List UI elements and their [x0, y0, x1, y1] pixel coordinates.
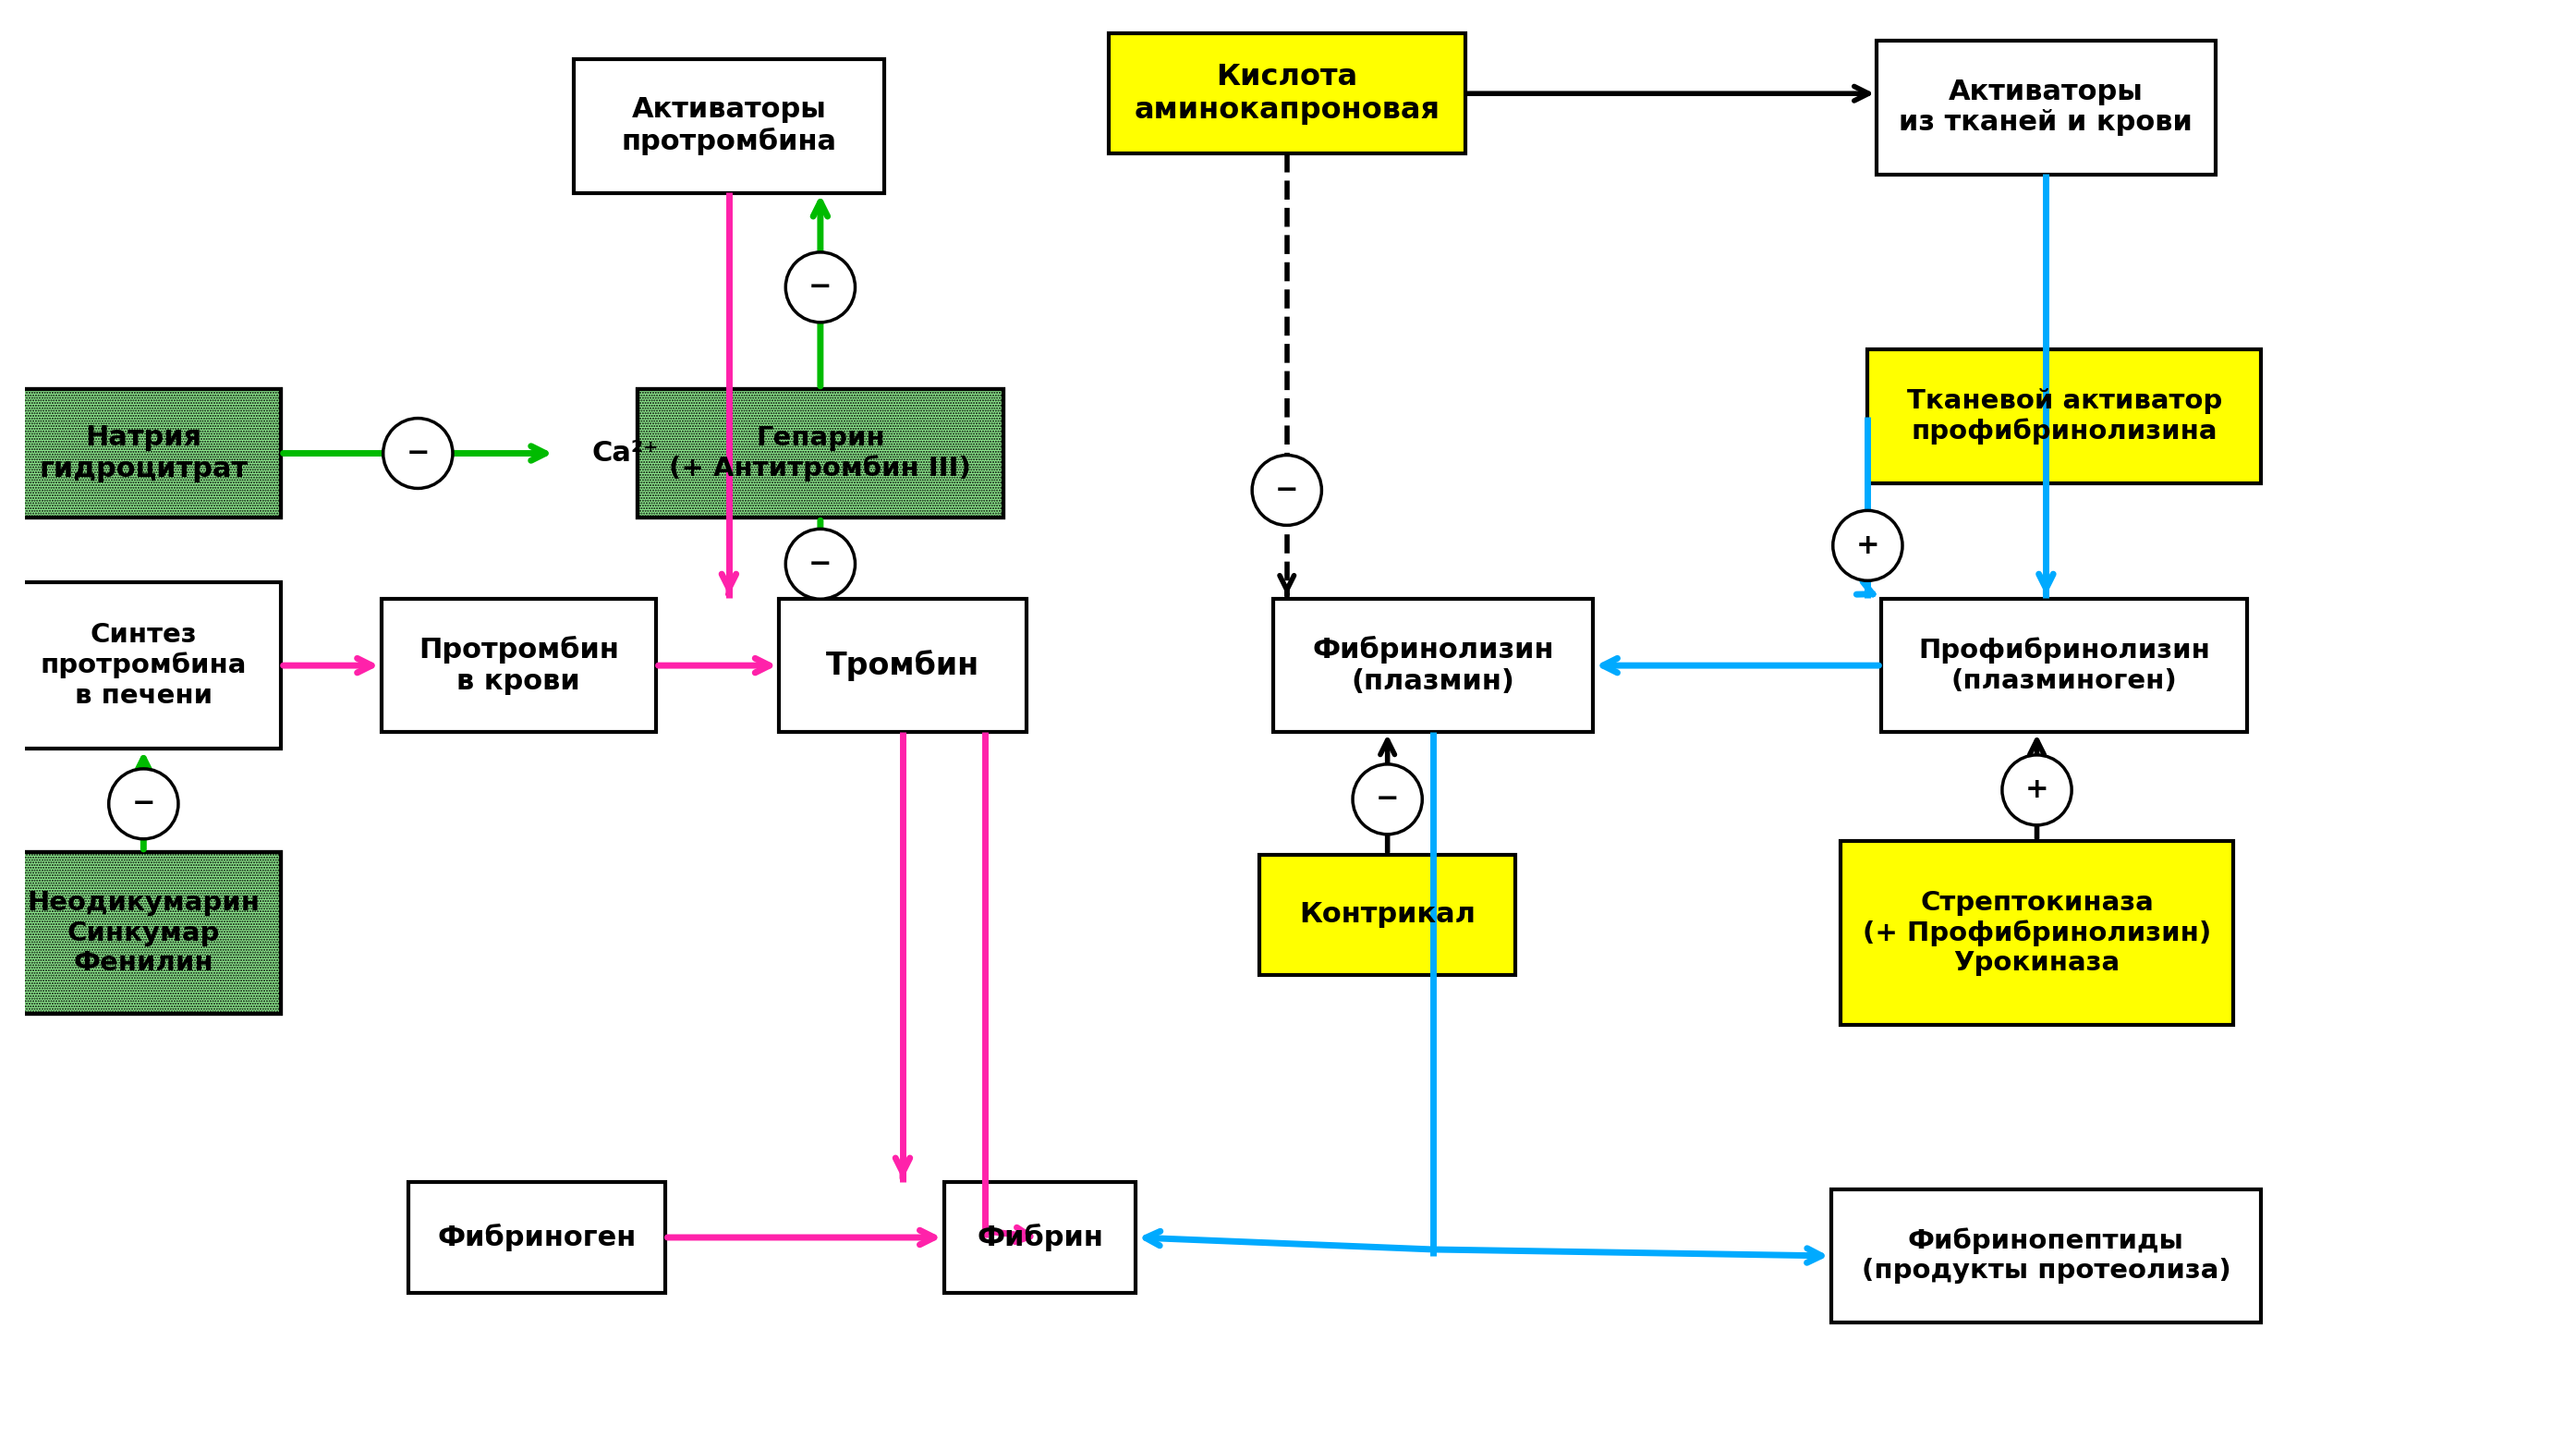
Circle shape — [1352, 764, 1422, 834]
Circle shape — [786, 252, 855, 322]
Text: Кислота
аминокапроновая: Кислота аминокапроновая — [1133, 63, 1440, 125]
Text: Фибринопептиды
(продукты протеолиза): Фибринопептиды (продукты протеолиза) — [1862, 1228, 2231, 1284]
FancyBboxPatch shape — [1273, 598, 1595, 732]
Text: Неодикумарин
Синкумар
Фенилин: Неодикумарин Синкумар Фенилин — [28, 890, 260, 976]
Text: Тромбин: Тромбин — [827, 650, 979, 682]
Text: Фибриноген: Фибриноген — [438, 1224, 636, 1251]
Text: Синтез
протромбина
в печени: Синтез протромбина в печени — [41, 623, 247, 709]
Text: Фибринолизин
(плазмин): Фибринолизин (плазмин) — [1311, 636, 1553, 695]
Text: −: − — [131, 791, 155, 817]
FancyBboxPatch shape — [5, 853, 281, 1014]
Text: Протромбин
в крови: Протромбин в крови — [417, 636, 618, 695]
FancyBboxPatch shape — [381, 598, 657, 732]
Text: Фибрин: Фибрин — [976, 1224, 1103, 1251]
Text: −: − — [1275, 477, 1298, 503]
FancyBboxPatch shape — [1880, 598, 2246, 732]
Text: Гепарин
(+ Антитромбин III): Гепарин (+ Антитромбин III) — [670, 426, 971, 482]
Circle shape — [1834, 510, 1904, 581]
Text: Активаторы
протромбина: Активаторы протромбина — [621, 96, 837, 155]
Circle shape — [108, 769, 178, 838]
FancyBboxPatch shape — [1839, 841, 2233, 1025]
FancyBboxPatch shape — [574, 59, 884, 193]
Text: Контрикал: Контрикал — [1298, 902, 1476, 928]
Circle shape — [2002, 755, 2071, 825]
Text: −: − — [1376, 785, 1399, 812]
Text: Ca²⁺: Ca²⁺ — [592, 440, 659, 467]
Text: +: + — [2025, 777, 2048, 804]
Text: −: − — [407, 440, 430, 467]
Text: −: − — [809, 273, 832, 301]
FancyBboxPatch shape — [1832, 1189, 2262, 1323]
Text: Активаторы
из тканей и крови: Активаторы из тканей и крови — [1899, 79, 2192, 137]
FancyBboxPatch shape — [410, 1182, 665, 1293]
Text: +: + — [1855, 532, 1880, 559]
FancyBboxPatch shape — [1260, 854, 1515, 975]
Text: Натрия
гидроцитрат: Натрия гидроцитрат — [39, 424, 247, 482]
Text: Тканевой активатор
профибринолизина: Тканевой активатор профибринолизина — [1906, 388, 2223, 444]
FancyBboxPatch shape — [5, 388, 281, 518]
FancyBboxPatch shape — [636, 388, 1002, 518]
FancyBboxPatch shape — [943, 1182, 1136, 1293]
Text: −: − — [809, 551, 832, 578]
Text: Профибринолизин
(плазминоген): Профибринолизин (плазминоген) — [1919, 637, 2210, 693]
Circle shape — [786, 529, 855, 600]
FancyBboxPatch shape — [1108, 33, 1466, 154]
FancyBboxPatch shape — [1878, 40, 2215, 174]
Circle shape — [1252, 456, 1321, 525]
FancyBboxPatch shape — [5, 582, 281, 749]
FancyBboxPatch shape — [1868, 349, 2262, 483]
FancyBboxPatch shape — [778, 598, 1025, 732]
Circle shape — [384, 418, 453, 489]
Text: Стрептокиназа
(+ Профибринолизин)
Урокиназа: Стрептокиназа (+ Профибринолизин) Урокин… — [1862, 890, 2210, 976]
